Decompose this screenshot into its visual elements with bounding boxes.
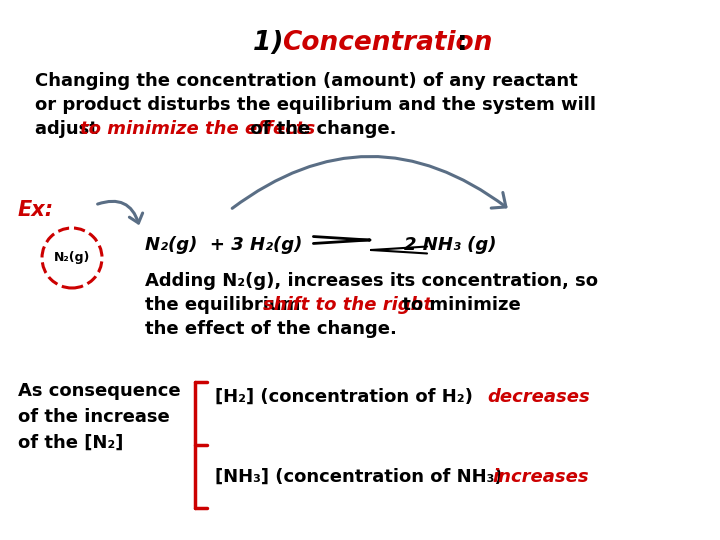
Text: 2 NH₃ (g): 2 NH₃ (g) (404, 236, 497, 254)
FancyArrowPatch shape (98, 201, 143, 223)
Text: of the [N₂]: of the [N₂] (18, 434, 123, 452)
Text: to minimize the effects: to minimize the effects (80, 120, 315, 138)
Text: Adding N₂(g), increases its concentration, so: Adding N₂(g), increases its concentratio… (145, 272, 598, 290)
Text: or product disturbs the equilibrium and the system will: or product disturbs the equilibrium and … (35, 96, 596, 114)
Text: As consequence: As consequence (18, 382, 181, 400)
Text: of the change.: of the change. (244, 120, 397, 138)
Text: Changing the concentration (amount) of any reactant: Changing the concentration (amount) of a… (35, 72, 577, 90)
Text: increases: increases (492, 468, 589, 486)
Text: :: : (457, 30, 467, 56)
Text: the effect of the change.: the effect of the change. (145, 320, 397, 338)
Text: shift to the right: shift to the right (263, 296, 432, 314)
Text: [NH₃] (concentration of NH₃): [NH₃] (concentration of NH₃) (215, 468, 509, 486)
Text: Ex:: Ex: (18, 200, 54, 220)
Text: Concentration: Concentration (282, 30, 492, 56)
Text: to minimize: to minimize (396, 296, 521, 314)
Text: N₂(g): N₂(g) (54, 252, 90, 265)
Text: [H₂] (concentration of H₂): [H₂] (concentration of H₂) (215, 388, 479, 406)
Text: the equilibrium: the equilibrium (145, 296, 307, 314)
Text: decreases: decreases (487, 388, 590, 406)
FancyArrowPatch shape (233, 157, 506, 208)
Text: of the increase: of the increase (18, 408, 170, 426)
Text: adjust: adjust (35, 120, 104, 138)
Text: 1): 1) (253, 30, 292, 56)
Text: N₂(g)  + 3 H₂(g): N₂(g) + 3 H₂(g) (145, 236, 302, 254)
